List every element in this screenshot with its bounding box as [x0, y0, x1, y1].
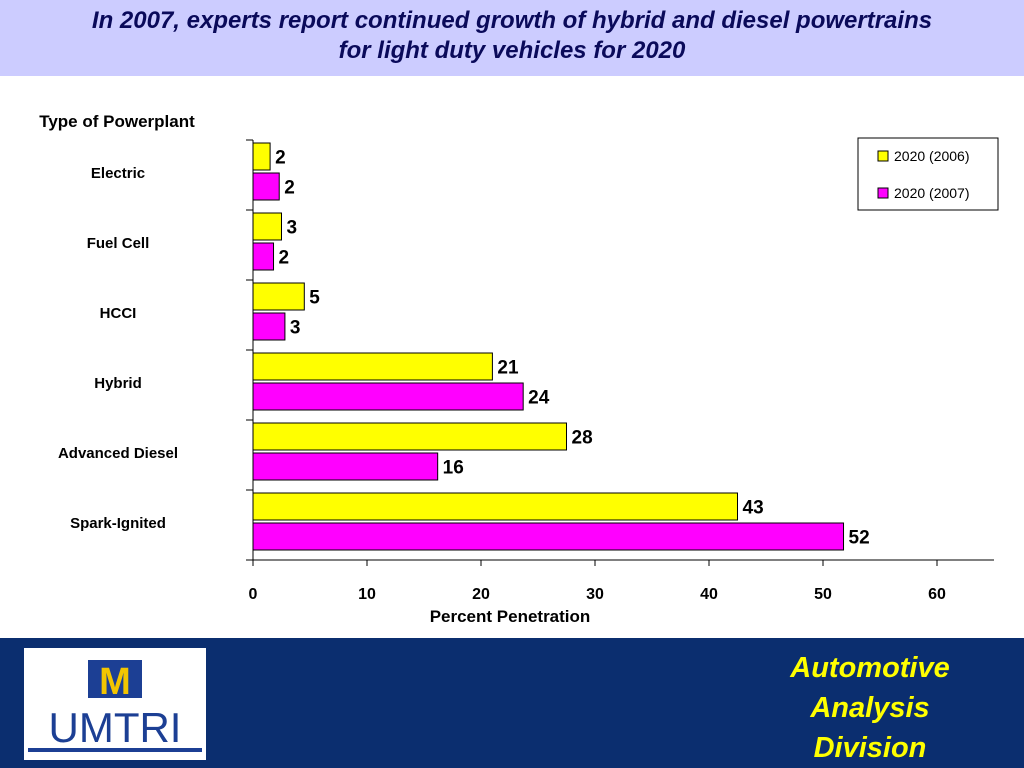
x-tick-label-10: 10: [358, 586, 376, 603]
axes: [246, 139, 994, 566]
value-label-spark-ignited-2020-2006: 43: [743, 498, 764, 519]
value-label-hcci-2020-2007: 3: [290, 318, 301, 339]
title-line-1: In 2007, experts report continued growth…: [91, 7, 933, 34]
bar-advanced-diesel-2020-2007: [252, 452, 439, 481]
category-label-hybrid: Hybrid: [94, 375, 142, 392]
value-label-hcci-2020-2006: 5: [309, 288, 320, 309]
category-label-hcci: HCCI: [100, 305, 137, 322]
division-name: Automotive Analysis Division: [770, 648, 970, 768]
logo-m-letter: M: [99, 661, 131, 703]
x-tick-label-30: 30: [586, 586, 604, 603]
logo-wordmark: UMTRI: [49, 704, 182, 751]
value-label-electric-2020-2006: 2: [275, 148, 286, 169]
legend-label-2006: 2020 (2006): [894, 148, 970, 164]
value-label-fuel-cell-2020-2006: 3: [287, 218, 298, 239]
legend: 2020 (2006) 2020 (2007): [857, 137, 999, 211]
bar-fuel-cell-2020-2006: [252, 212, 282, 241]
category-label-spark-ignited: Spark-Ignited: [70, 515, 166, 532]
bar-fuel-cell-2020-2007: [252, 242, 275, 271]
value-label-advanced-diesel-2020-2006: 28: [572, 428, 593, 449]
value-label-advanced-diesel-2020-2007: 16: [443, 458, 464, 479]
value-label-electric-2020-2007: 2: [284, 178, 295, 199]
bar-electric-2020-2007: [252, 172, 280, 201]
y-axis-title: Type of Powerplant: [39, 112, 195, 131]
bar-hcci-2020-2006: [252, 282, 305, 311]
x-axis-title: Percent Penetration: [430, 607, 591, 626]
bars: [252, 142, 845, 551]
x-tick-labels: 0 10 20 30 40 50 60: [249, 586, 946, 603]
x-tick-label-60: 60: [928, 586, 946, 603]
legend-swatch-2007: [877, 187, 889, 199]
category-label-advanced-diesel: Advanced Diesel: [58, 445, 178, 462]
value-label-hybrid-2020-2007: 24: [528, 388, 550, 409]
division-line-2: Analysis: [810, 692, 930, 724]
umtri-logo: M UMTRI: [24, 648, 206, 760]
category-labels: Electric Fuel Cell HCCI Hybrid Advanced Dies…: [58, 165, 178, 532]
value-label-fuel-cell-2020-2007: 2: [279, 248, 290, 269]
bar-hybrid-2020-2006: [252, 352, 493, 381]
bar-chart: Type of Powerplant Electric Fuel Cell HCCI…: [39, 112, 999, 626]
bar-spark-ignited-2020-2007: [252, 522, 845, 551]
bar-hcci-2020-2007: [252, 312, 286, 341]
x-tick-label-50: 50: [814, 586, 832, 603]
footer-band: M UMTRI Automotive Analysis Division: [0, 638, 1024, 768]
value-label-spark-ignited-2020-2007: 52: [849, 528, 870, 549]
bar-spark-ignited-2020-2006: [252, 492, 738, 521]
umtri-logo-graphic: M UMTRI: [28, 660, 202, 752]
category-label-electric: Electric: [91, 165, 145, 182]
bar-advanced-diesel-2020-2006: [252, 422, 567, 451]
division-line-3: Division: [813, 732, 927, 764]
title-line-2: for light duty vehicles for 2020: [338, 37, 686, 64]
division-line-1: Automotive: [790, 652, 950, 684]
x-tick-label-40: 40: [700, 586, 718, 603]
slide-title: In 2007, experts report continued growth…: [0, 6, 1024, 66]
bar-electric-2020-2006: [252, 142, 271, 171]
title-band: In 2007, experts report continued growth…: [0, 0, 1024, 76]
x-tick-label-0: 0: [249, 586, 258, 603]
legend-label-2007: 2020 (2007): [894, 185, 970, 201]
legend-swatch-2006: [877, 150, 889, 162]
category-label-fuel-cell: Fuel Cell: [87, 235, 150, 252]
bar-hybrid-2020-2007: [252, 382, 524, 411]
x-tick-label-20: 20: [472, 586, 490, 603]
value-label-hybrid-2020-2006: 21: [497, 358, 519, 379]
